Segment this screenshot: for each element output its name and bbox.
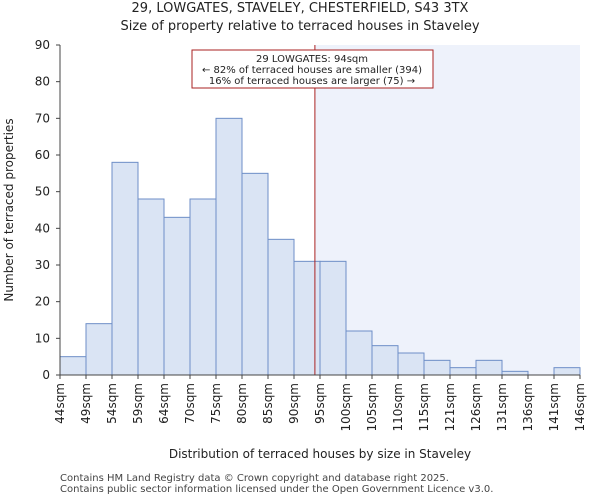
x-tick-label: 95sqm bbox=[313, 383, 327, 424]
bar bbox=[449, 367, 477, 376]
x-tick-label: 136sqm bbox=[521, 383, 535, 431]
annotation-box bbox=[191, 49, 434, 89]
bar bbox=[241, 172, 269, 376]
x-tick-label: 75sqm bbox=[209, 383, 223, 424]
x-tick-label: 146sqm bbox=[573, 383, 587, 431]
x-tick-label: 100sqm bbox=[339, 383, 353, 431]
bar bbox=[475, 359, 503, 376]
bar bbox=[59, 356, 87, 376]
chart-title: 29, LOWGATES, STAVELEY, CHESTERFIELD, S4… bbox=[131, 1, 469, 16]
x-tick-label: 54sqm bbox=[105, 383, 119, 424]
bar bbox=[501, 370, 529, 376]
y-tick-label: 70 bbox=[35, 111, 50, 125]
x-tick-label: 121sqm bbox=[443, 383, 457, 431]
x-tick-label: 64sqm bbox=[157, 383, 171, 424]
x-tick-label: 141sqm bbox=[547, 383, 561, 431]
y-tick-label: 90 bbox=[35, 38, 50, 52]
bar bbox=[293, 260, 321, 376]
bar bbox=[397, 352, 425, 376]
x-tick-label: 44sqm bbox=[53, 383, 67, 424]
annotation-line-3: 16% of terraced houses are larger (75) → bbox=[209, 76, 415, 87]
y-tick-label: 30 bbox=[35, 258, 50, 272]
x-tick-label: 110sqm bbox=[391, 383, 405, 431]
x-tick-label: 131sqm bbox=[495, 383, 509, 431]
bar bbox=[345, 330, 373, 376]
x-tick-label: 80sqm bbox=[235, 383, 249, 424]
x-tick-label: 126sqm bbox=[469, 383, 483, 431]
bar bbox=[215, 117, 243, 376]
annotation-line-1: 29 LOWGATES: 94sqm bbox=[256, 54, 368, 65]
y-tick-label: 40 bbox=[35, 221, 50, 235]
bar bbox=[423, 359, 451, 376]
bar bbox=[111, 161, 139, 376]
y-tick-label: 60 bbox=[35, 148, 50, 162]
bar bbox=[319, 260, 347, 376]
x-tick-label: 59sqm bbox=[131, 383, 145, 424]
x-tick-label: 115sqm bbox=[417, 383, 431, 431]
y-tick-label: 0 bbox=[42, 368, 50, 382]
y-tick-label: 80 bbox=[35, 75, 50, 89]
y-axis-label: Number of terraced properties bbox=[2, 118, 16, 301]
x-tick-label: 90sqm bbox=[287, 383, 301, 424]
annotation-line-2: ← 82% of terraced houses are smaller (39… bbox=[202, 65, 422, 76]
bar bbox=[189, 198, 217, 376]
x-tick-label: 85sqm bbox=[261, 383, 275, 424]
footer-copyright: Contains HM Land Registry data © Crown c… bbox=[60, 473, 449, 484]
x-tick-label: 49sqm bbox=[79, 383, 93, 424]
y-tick-label: 10 bbox=[35, 331, 50, 345]
x-tick-label: 70sqm bbox=[183, 383, 197, 424]
bar bbox=[267, 238, 295, 376]
y-tick-label: 50 bbox=[35, 185, 50, 199]
bar bbox=[163, 216, 191, 376]
x-axis-label: Distribution of terraced houses by size … bbox=[169, 447, 471, 461]
highlight-region bbox=[314, 45, 580, 375]
bar bbox=[137, 198, 165, 376]
chart-subtitle: Size of property relative to terraced ho… bbox=[120, 19, 480, 34]
bar bbox=[553, 367, 581, 376]
bar bbox=[85, 323, 113, 376]
y-tick-label: 20 bbox=[35, 295, 50, 309]
footer-licence: Contains public sector information licen… bbox=[60, 484, 494, 495]
x-tick-label: 105sqm bbox=[365, 383, 379, 431]
bar bbox=[371, 345, 399, 376]
